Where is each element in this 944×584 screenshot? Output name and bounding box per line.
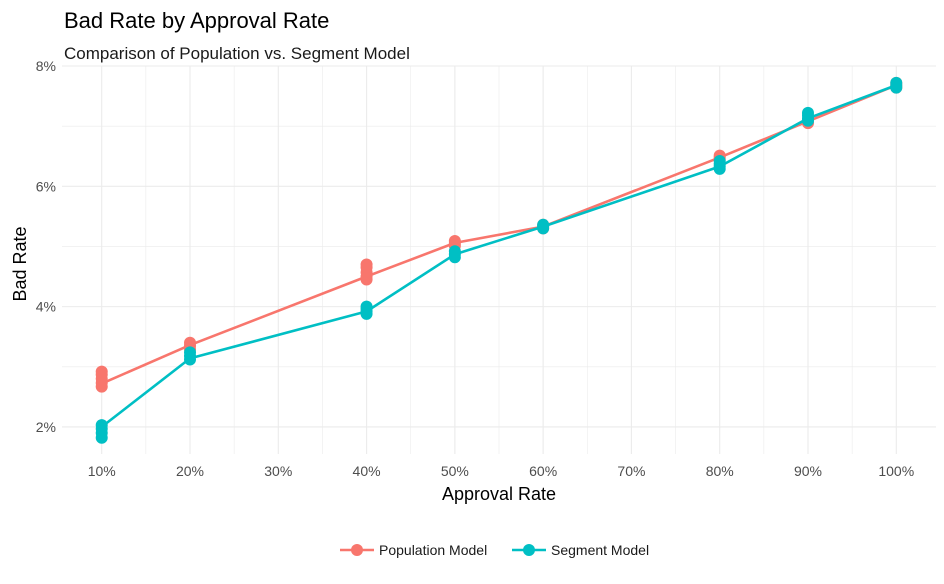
legend-label: Population Model bbox=[379, 542, 487, 558]
data-point-segment-model bbox=[537, 218, 550, 231]
legend-item-population-model: Population Model bbox=[340, 542, 487, 558]
data-point-population-model bbox=[184, 336, 197, 349]
x-tick-label: 10% bbox=[88, 463, 116, 479]
chart-subtitle: Comparison of Population vs. Segment Mod… bbox=[64, 44, 410, 63]
data-point-segment-model bbox=[360, 300, 373, 313]
y-tick-label: 4% bbox=[36, 299, 56, 315]
data-point-segment-model bbox=[713, 155, 726, 168]
series-line-segment-model bbox=[100, 83, 897, 428]
legend-key-marker bbox=[523, 544, 535, 556]
x-tick-label: 100% bbox=[878, 463, 914, 479]
y-tick-label: 8% bbox=[36, 58, 56, 74]
legend-label: Segment Model bbox=[551, 542, 649, 558]
x-tick-label: 20% bbox=[176, 463, 204, 479]
x-axis-title: Approval Rate bbox=[442, 484, 556, 504]
chart-title: Bad Rate by Approval Rate bbox=[64, 8, 329, 33]
legend: Population Model Segment Model bbox=[340, 542, 649, 558]
x-axis-ticks: 10% 20% 30% 40% 50% 60% 70% 80% 90% 100% bbox=[88, 463, 914, 479]
series-layer bbox=[95, 76, 903, 444]
x-tick-label: 50% bbox=[441, 463, 469, 479]
series-segment-model bbox=[95, 76, 903, 444]
x-tick-label: 30% bbox=[264, 463, 292, 479]
y-tick-label: 6% bbox=[36, 178, 56, 194]
data-point-population-model bbox=[360, 258, 373, 271]
x-tick-label: 70% bbox=[617, 463, 645, 479]
legend-item-segment-model: Segment Model bbox=[512, 542, 649, 558]
x-tick-label: 40% bbox=[353, 463, 381, 479]
y-axis-title: Bad Rate bbox=[10, 226, 30, 301]
data-point-population-model bbox=[448, 235, 461, 248]
legend-key-marker bbox=[351, 544, 363, 556]
data-point-segment-model bbox=[890, 76, 903, 89]
data-point-segment-model bbox=[801, 106, 814, 119]
data-point-segment-model bbox=[448, 245, 461, 258]
data-point-segment-model bbox=[184, 346, 197, 359]
gridlines bbox=[62, 65, 936, 454]
y-axis-ticks: 2% 4% 6% 8% bbox=[36, 58, 56, 435]
x-tick-label: 80% bbox=[706, 463, 734, 479]
data-point-population-model bbox=[95, 365, 108, 378]
data-point-segment-model bbox=[95, 419, 108, 432]
y-tick-label: 2% bbox=[36, 419, 56, 435]
x-tick-label: 60% bbox=[529, 463, 557, 479]
x-tick-label: 90% bbox=[794, 463, 822, 479]
